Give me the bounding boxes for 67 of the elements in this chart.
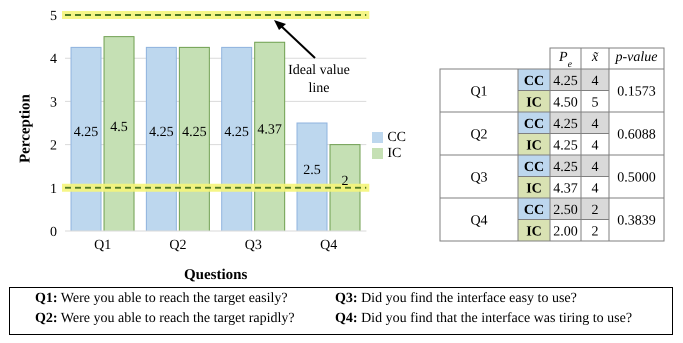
legend-label: CC — [387, 130, 406, 144]
annotation: Ideal value line — [288, 62, 350, 98]
y-tick-label: 0 — [50, 224, 57, 240]
text: 4 — [592, 116, 598, 132]
text: CC — [524, 160, 544, 175]
x-axis-title: Questions — [184, 267, 248, 283]
bar — [221, 46, 252, 231]
x-tick-label: Q4 — [320, 238, 338, 253]
text: Q4 — [470, 214, 488, 228]
bar — [330, 144, 361, 231]
text: 4 — [592, 160, 598, 175]
text: 4.50 — [553, 95, 578, 110]
data-label: 4.25 — [224, 125, 249, 140]
text: IC — [526, 181, 542, 196]
text: 4 — [592, 74, 598, 89]
text: Q3 — [470, 170, 488, 186]
bar — [146, 46, 177, 231]
text: 0.3839 — [617, 214, 656, 228]
text: 4 — [592, 181, 598, 196]
data-label: 4.37 — [257, 122, 282, 138]
text: 4.25 — [553, 116, 578, 132]
y-tick-label: 1 — [50, 182, 57, 197]
bar — [296, 122, 328, 231]
category-label: p-value — [614, 50, 658, 65]
text: 0.1573 — [617, 84, 656, 100]
category-label: P$_{e}$ — [558, 50, 573, 70]
text: 2 — [592, 202, 598, 218]
x-tick-label: Q3 — [244, 238, 262, 253]
y-tick-label: 4 — [50, 52, 57, 68]
caption-box: Q1: Were you able to reach the target easily? Q2: Were you able to reach the target rapidly? Q3: Did you find the interface easy to use? Q4: Did you find that the interface was tiring to use? — [9, 287, 673, 335]
y-tick-label: 3 — [50, 95, 57, 110]
text: 4.37 — [553, 181, 578, 196]
text: 4.25 — [553, 138, 578, 154]
data-label: 4.5 — [110, 120, 128, 135]
data-label: 2.5 — [303, 162, 321, 178]
y-axis-title: Perception — [17, 93, 34, 163]
data-label: 2 — [342, 174, 349, 189]
text: 4.25 — [553, 160, 578, 175]
data-label: 4.25 — [74, 125, 98, 140]
text: 5 — [592, 95, 598, 110]
text: 4.25 — [553, 74, 578, 89]
text: CC — [524, 116, 544, 132]
text: IC — [526, 224, 542, 240]
bar — [178, 46, 210, 231]
text: 4 — [592, 138, 598, 154]
text: Q1 — [470, 84, 488, 100]
x-tick-label: Q1 — [94, 238, 112, 253]
y-tick-label: 5 — [50, 8, 57, 24]
x-tick-label: Q2 — [169, 238, 187, 253]
text: 0.5000 — [617, 170, 656, 186]
category-label: x̃ — [590, 50, 599, 65]
data-label: 4.25 — [149, 125, 174, 140]
text: IC — [526, 95, 542, 110]
text: CC — [524, 202, 544, 218]
text: Q2 — [470, 128, 488, 142]
text: 2 — [592, 224, 598, 240]
bar — [104, 36, 135, 231]
text: CC — [524, 74, 544, 89]
y-tick-label: 2 — [50, 138, 57, 154]
text: IC — [526, 138, 542, 154]
legend-label: IC — [387, 146, 402, 160]
bar — [254, 42, 286, 231]
text: 2.50 — [553, 202, 578, 218]
text: 2.00 — [553, 224, 578, 240]
bar — [70, 46, 102, 231]
data-label: 4.25 — [182, 125, 207, 140]
text: 0.6088 — [617, 128, 656, 142]
